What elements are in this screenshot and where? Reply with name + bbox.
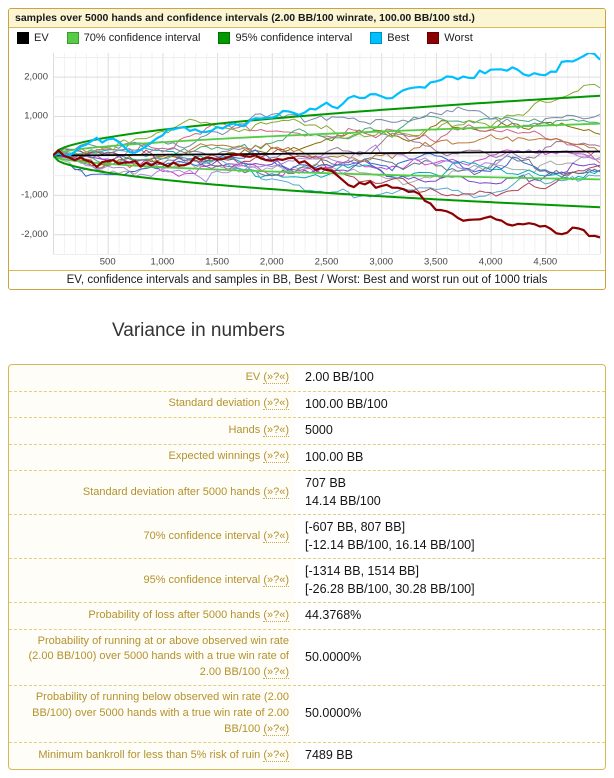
help-link[interactable]: (»?«) [263,573,289,587]
table-row: Standard deviation after 5000 hands (»?«… [9,471,605,515]
section-heading: Variance in numbers [112,320,285,341]
table-row: Expected winnings (»?«) 100.00 BB [9,444,605,471]
row-label-cell: Minimum bankroll for less than 5% risk o… [9,744,295,768]
row-label: Probability of running at or above obser… [28,634,290,679]
chart-title: samples over 5000 hands and confidence i… [9,9,605,28]
table-row: Minimum bankroll for less than 5% risk o… [9,743,605,769]
legend-label-best: Best [387,32,410,44]
row-label: Probability of running below observed wi… [32,691,289,736]
legend-label-ci70: 70% confidence interval [83,32,201,44]
help-link[interactable]: (»?«) [263,485,289,499]
row-value: 50.0000% [295,686,605,743]
table-row: Probability of loss after 5000 hands (»?… [9,603,605,630]
legend-item-best: Best [370,32,409,44]
row-label-cell: Hands (»?«) [9,419,295,443]
row-label-cell: Probability of loss after 5000 hands (»?… [9,604,295,628]
help-link[interactable]: (»?«) [263,748,289,762]
row-label-cell: Expected winnings (»?«) [9,445,295,469]
row-label: 70% confidence interval [143,529,264,542]
row-label: EV [245,370,264,383]
legend-item-ev: EV [17,32,49,44]
row-value: 707 BB 14.14 BB/100 [295,471,605,514]
table-row: Probability of running below observed wi… [9,686,605,744]
table-row: EV (»?«) 2.00 BB/100 [9,365,605,392]
help-link[interactable]: (»?«) [263,370,289,384]
help-link[interactable]: (»?«) [263,450,289,464]
row-value: 50.0000% [295,629,605,686]
help-link[interactable]: (»?«) [263,723,289,737]
ci70-color-swatch [66,32,79,44]
row-label: Standard deviation after 5000 hands [82,485,264,498]
legend-item-ci95: 95% confidence interval [218,32,352,44]
table-row: Hands (»?«) 5000 [9,418,605,445]
row-value: 100.00 BB/100 [295,391,605,417]
legend-item-ci70: 70% confidence interval [66,32,201,44]
legend-label-worst: Worst [444,32,473,44]
table-row: 70% confidence interval (»?«) [-607 BB, … [9,515,605,559]
table-row: Probability of running at or above obser… [9,629,605,687]
help-link[interactable]: (»?«) [263,608,289,622]
chart-legend: EV 70% confidence interval 95% confidenc… [9,28,605,48]
results-table: EV (»?«) 2.00 BB/100 Standard deviation … [8,364,606,770]
legend-label-ev: EV [34,32,49,44]
help-link[interactable]: (»?«) [263,666,289,680]
variance-chart-canvas [9,48,605,270]
legend-item-worst: Worst [427,32,473,44]
row-value: 44.3768% [295,603,605,629]
worst-color-swatch [427,32,440,44]
row-value: 5000 [295,418,605,444]
table-row: 95% confidence interval (»?«) [-1314 BB,… [9,559,605,603]
row-label-cell: Probability of running below observed wi… [9,686,295,742]
row-label: Minimum bankroll for less than 5% risk o… [38,748,264,761]
row-value: 7489 BB [295,743,605,769]
ev-color-swatch [17,32,29,44]
row-label: Expected winnings [168,450,264,463]
row-label-cell: Probability of running at or above obser… [9,630,295,686]
row-value: 2.00 BB/100 [295,365,605,391]
row-label: 95% confidence interval [143,573,264,586]
help-link[interactable]: (»?«) [263,423,289,437]
variance-chart-widget: samples over 5000 hands and confidence i… [8,8,606,290]
row-label: Standard deviation [168,397,264,410]
row-label: Hands [228,423,264,436]
help-link[interactable]: (»?«) [263,397,289,411]
chart-caption: EV, confidence intervals and samples in … [9,270,605,289]
row-value: [-1314 BB, 1514 BB] [-26.28 BB/100, 30.2… [295,559,605,602]
row-value: 100.00 BB [295,444,605,470]
ci95-color-swatch [218,32,231,44]
row-label-cell: Standard deviation (»?«) [9,392,295,416]
row-label-cell: Standard deviation after 5000 hands (»?«… [9,481,295,505]
best-color-swatch [370,32,383,44]
row-label-cell: EV (»?«) [9,366,295,390]
row-label-cell: 70% confidence interval (»?«) [9,525,295,549]
row-value: [-607 BB, 807 BB] [-12.14 BB/100, 16.14 … [295,515,605,558]
help-link[interactable]: (»?«) [263,529,289,543]
row-label: Probability of loss after 5000 hands [88,608,264,621]
legend-label-ci95: 95% confidence interval [235,32,353,44]
row-label-cell: 95% confidence interval (»?«) [9,569,295,593]
table-row: Standard deviation (»?«) 100.00 BB/100 [9,391,605,418]
